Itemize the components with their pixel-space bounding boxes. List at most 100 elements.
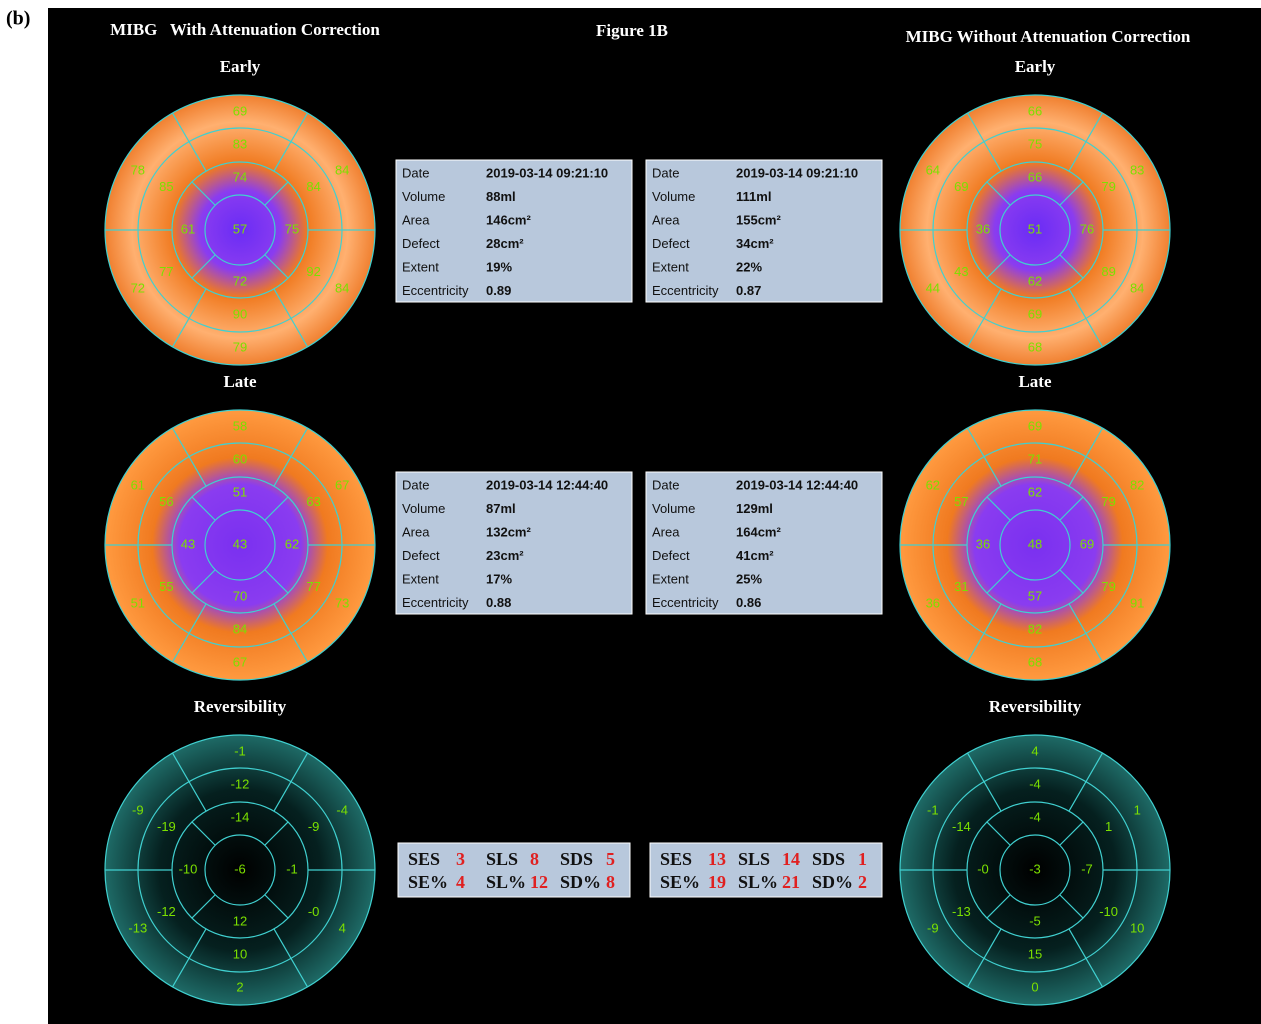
segment-value: 82 bbox=[1028, 621, 1042, 636]
segment-value: -9 bbox=[308, 819, 320, 834]
segment-value: -1 bbox=[286, 861, 298, 876]
ring bbox=[999, 834, 1071, 906]
score-value: 12 bbox=[530, 872, 548, 892]
segment-line bbox=[1059, 569, 1084, 594]
segment-value: 63 bbox=[306, 494, 320, 509]
segment-value: 43 bbox=[954, 264, 968, 279]
score-value: 8 bbox=[606, 872, 615, 892]
segment-value: 66 bbox=[1028, 169, 1042, 184]
score-value: 13 bbox=[708, 849, 726, 869]
segment-line bbox=[966, 427, 1002, 487]
segment-value: 43 bbox=[233, 536, 247, 551]
score-label: SDS bbox=[812, 849, 845, 869]
segment-value: 85 bbox=[159, 179, 173, 194]
segment-value: -12 bbox=[231, 776, 250, 791]
segment-line bbox=[171, 603, 207, 663]
segment-value: 2 bbox=[236, 979, 243, 994]
segment-line bbox=[273, 603, 309, 663]
segment-value: 72 bbox=[233, 273, 247, 288]
segment-value: -4 bbox=[336, 802, 348, 817]
segment-value: -4 bbox=[1029, 809, 1041, 824]
segment-value: 36 bbox=[976, 536, 990, 551]
segment-value: 15 bbox=[1028, 946, 1042, 961]
segment-value: 55 bbox=[159, 579, 173, 594]
segment-line bbox=[966, 112, 1002, 172]
info-box bbox=[645, 471, 883, 615]
segment-value: 62 bbox=[1028, 273, 1042, 288]
score-value: 2 bbox=[858, 872, 867, 892]
info-value: 17% bbox=[486, 571, 512, 586]
segment-value: -3 bbox=[1029, 861, 1041, 876]
segment-value: 67 bbox=[335, 477, 349, 492]
segment-line bbox=[986, 569, 1011, 594]
info-label: Defect bbox=[652, 548, 690, 563]
score-label: SE% bbox=[660, 872, 700, 892]
segment-line bbox=[191, 894, 216, 919]
segment-value: -7 bbox=[1081, 861, 1093, 876]
segment-line bbox=[191, 181, 216, 206]
segment-line bbox=[1059, 821, 1084, 846]
segment-line bbox=[273, 752, 309, 812]
figure-title: Figure 1B bbox=[596, 21, 668, 40]
info-box bbox=[395, 159, 633, 303]
segment-value: 58 bbox=[233, 418, 247, 433]
polar-map bbox=[900, 410, 1170, 680]
info-label: Extent bbox=[652, 259, 689, 274]
segment-value: 51 bbox=[1028, 221, 1042, 236]
segment-value: 1 bbox=[1105, 819, 1112, 834]
segment-line bbox=[171, 112, 207, 172]
info-label: Area bbox=[652, 524, 680, 539]
segment-value: 60 bbox=[233, 451, 247, 466]
segment-value: 31 bbox=[954, 579, 968, 594]
segment-value: 70 bbox=[233, 588, 247, 603]
column-title: MIBG With Attenuation Correction bbox=[110, 20, 380, 39]
segment-line bbox=[264, 496, 289, 521]
segment-value: 57 bbox=[1028, 588, 1042, 603]
segment-value: 0 bbox=[1031, 979, 1038, 994]
segment-value: -19 bbox=[157, 819, 176, 834]
segment-value: 84 bbox=[335, 280, 349, 295]
segment-value: 84 bbox=[1130, 280, 1144, 295]
segment-value: 79 bbox=[1101, 494, 1115, 509]
info-value: 87ml bbox=[486, 501, 516, 516]
segment-line bbox=[966, 928, 1002, 988]
segment-value: 51 bbox=[233, 484, 247, 499]
segment-value: 76 bbox=[1080, 221, 1094, 236]
segment-value: -14 bbox=[231, 809, 250, 824]
segment-line bbox=[264, 821, 289, 846]
segment-value: 4 bbox=[339, 920, 346, 935]
segment-value: 83 bbox=[1130, 162, 1144, 177]
segment-value: -1 bbox=[927, 802, 939, 817]
map-label: Early bbox=[1015, 57, 1056, 76]
column-title: MIBG Without Attenuation Correction bbox=[906, 27, 1191, 46]
info-value: 2019-03-14 12:44:40 bbox=[486, 477, 608, 492]
segment-value: -14 bbox=[952, 819, 971, 834]
score-label: SES bbox=[660, 849, 692, 869]
segment-value: 69 bbox=[1028, 418, 1042, 433]
score-label: SD% bbox=[812, 872, 853, 892]
segment-value: 91 bbox=[1130, 595, 1144, 610]
segment-value: 79 bbox=[233, 339, 247, 354]
segment-value: 92 bbox=[306, 264, 320, 279]
segment-value: 62 bbox=[1028, 484, 1042, 499]
segment-line bbox=[273, 112, 309, 172]
segment-value: 77 bbox=[306, 579, 320, 594]
info-value: 0.86 bbox=[736, 595, 761, 610]
info-value: 129ml bbox=[736, 501, 773, 516]
info-value: 155cm² bbox=[736, 212, 781, 227]
info-label: Eccentricity bbox=[652, 595, 719, 610]
segment-value: 69 bbox=[1080, 536, 1094, 551]
segment-line bbox=[273, 928, 309, 988]
segment-value: 84 bbox=[306, 179, 320, 194]
segment-value: 75 bbox=[1028, 136, 1042, 151]
segment-value: 10 bbox=[1130, 920, 1144, 935]
info-value: 19% bbox=[486, 259, 512, 274]
segment-value: 66 bbox=[1028, 103, 1042, 118]
segment-line bbox=[191, 821, 216, 846]
info-value: 23cm² bbox=[486, 548, 524, 563]
segment-value: -10 bbox=[1099, 904, 1118, 919]
ring bbox=[999, 194, 1071, 266]
info-label: Extent bbox=[402, 259, 439, 274]
score-label: SL% bbox=[738, 872, 778, 892]
